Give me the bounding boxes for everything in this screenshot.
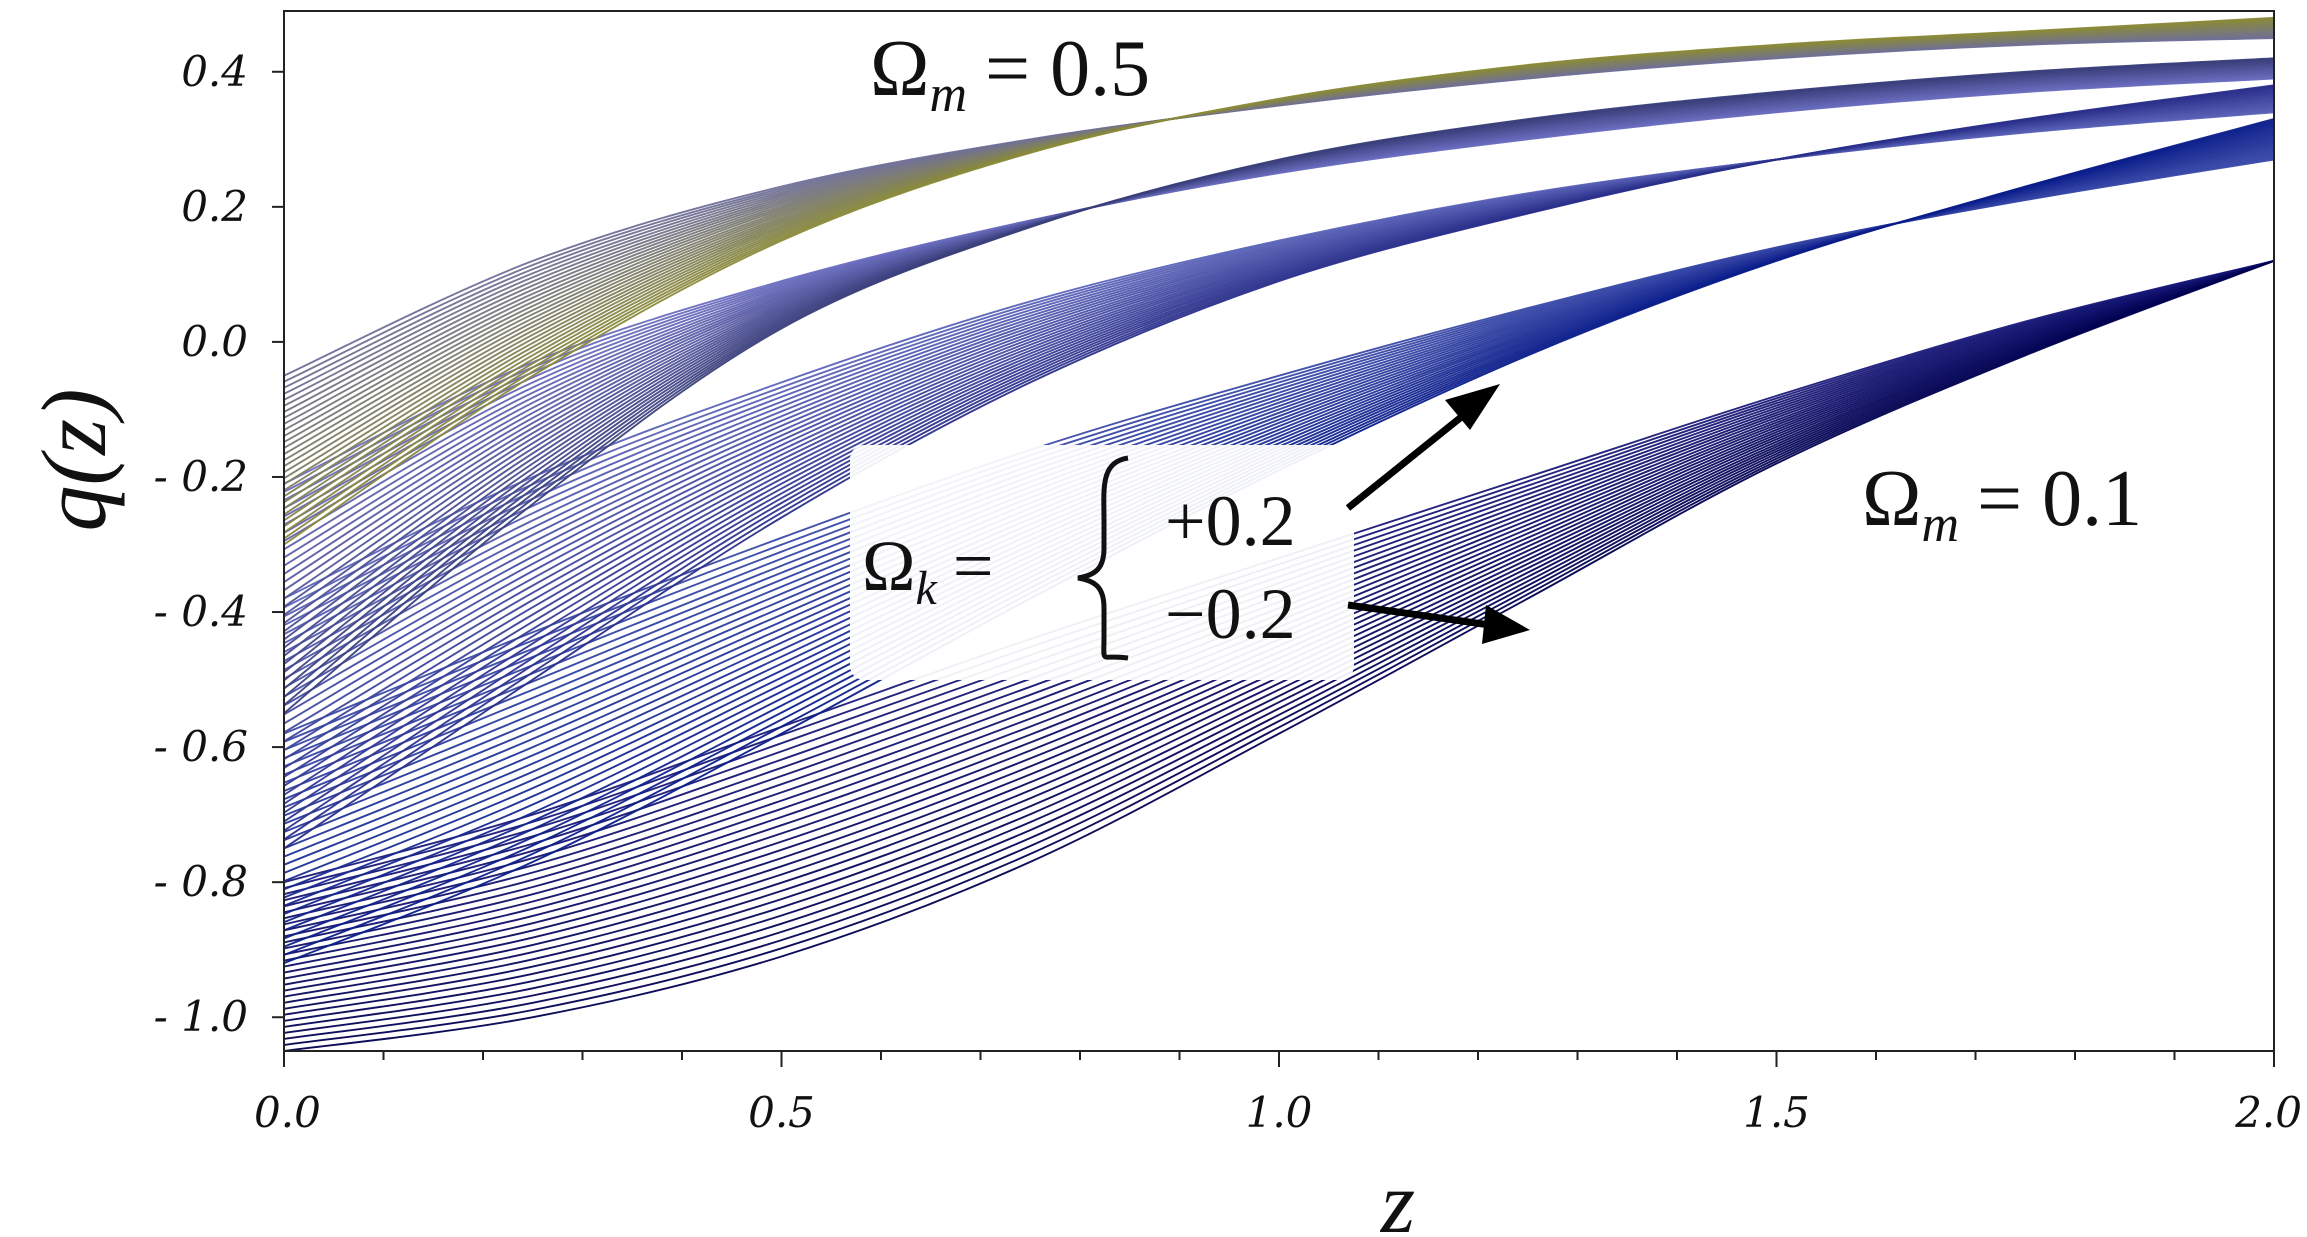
omega-equation: = 0.1 — [1977, 455, 2142, 543]
y-tick-label: 0.4 — [181, 47, 248, 96]
y-tick-label: - 0.6 — [154, 722, 248, 771]
curve-line — [284, 57, 2274, 715]
curve-line — [284, 260, 2274, 1028]
y-tick-label: 0.2 — [181, 182, 248, 231]
y-tick-label: - 0.8 — [154, 857, 248, 906]
curve-line — [284, 260, 2274, 1004]
omega-k-label: Ωk = — [862, 526, 993, 615]
curve-line — [284, 260, 2274, 1022]
omega-symbol: Ω — [1862, 455, 1921, 543]
x-tick-label: 1.5 — [1743, 1088, 1810, 1137]
curve-line — [284, 260, 2274, 1016]
curve-line — [284, 84, 2274, 850]
x-tick-label: 1.0 — [1246, 1088, 1313, 1137]
x-tick-label: 2.0 — [2234, 1088, 2302, 1137]
curly-brace — [1077, 455, 1129, 661]
x-tick-label: 0.0 — [254, 1088, 321, 1137]
omega-equation: = 0.5 — [985, 25, 1150, 113]
x-axis-title: z — [1380, 1155, 1415, 1237]
curve-line — [284, 260, 2274, 1051]
omega-subscript: m — [1921, 496, 1959, 553]
curve-line — [284, 260, 2274, 1010]
arrow-minus — [1347, 601, 1530, 644]
y-tick-label: - 0.2 — [154, 452, 248, 501]
omega-equals: = — [953, 526, 994, 606]
curve-line — [284, 260, 2274, 1034]
omega-k-minus-value: −0.2 — [1165, 574, 1296, 654]
omega-m-0.1-label: Ωm = 0.1 — [1862, 455, 2142, 553]
y-tick-labels: 0.4 0.2 0.0 - 0.2 - 0.4 - 0.6 - 0.8 - 1.0 — [154, 47, 248, 1041]
arrow-plus — [1345, 384, 1500, 511]
axis-ticks — [272, 70, 2275, 1067]
omega-k-annotation: Ωk = +0.2 −0.2 — [850, 445, 1354, 680]
curve-line — [284, 16, 2274, 546]
x-tick-labels: 0.0 0.5 1.0 1.5 2.0 — [254, 1088, 2302, 1137]
arrow-minus-head — [1482, 605, 1530, 644]
omega-m-0.5-label: Ωm = 0.5 — [870, 25, 1150, 123]
omega-subscript: k — [916, 562, 939, 615]
omega-symbol: Ω — [862, 526, 916, 606]
omega-subscript: m — [929, 66, 967, 123]
curve-line — [284, 260, 2274, 1040]
x-tick-label: 0.5 — [748, 1088, 815, 1137]
y-axis-title: q(z) — [23, 388, 125, 531]
y-tick-label: - 0.4 — [154, 587, 248, 636]
y-tick-label: 0.0 — [181, 317, 248, 366]
arrow-plus-head — [1445, 384, 1500, 430]
curve-line — [284, 260, 2274, 1046]
y-tick-label: - 1.0 — [154, 992, 248, 1041]
omega-symbol: Ω — [870, 25, 929, 113]
omega-k-plus-value: +0.2 — [1165, 481, 1296, 561]
